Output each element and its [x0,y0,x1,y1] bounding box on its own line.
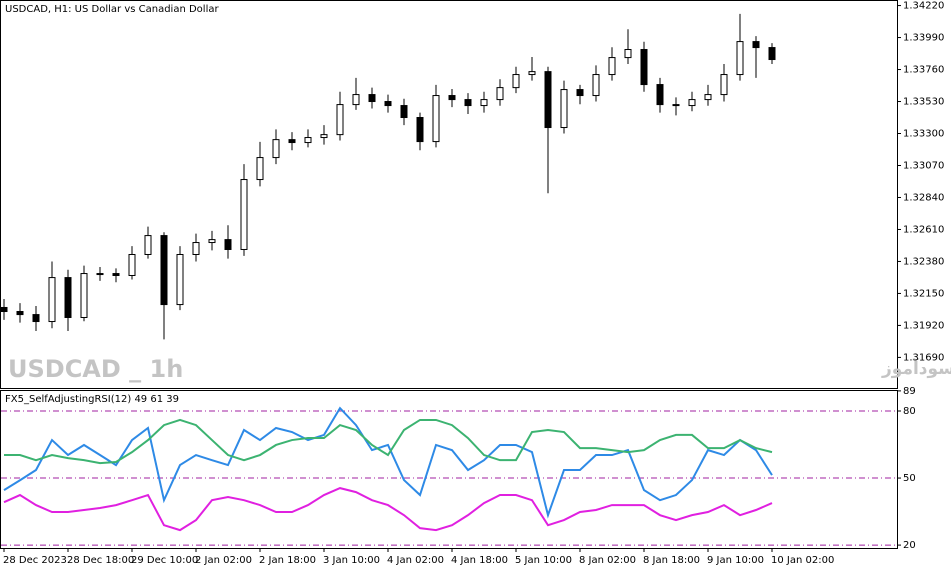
candle-body [592,74,600,97]
candle-body [64,277,72,318]
candle-body [16,311,24,316]
x-tick-label: 28 Dec 2023 [3,555,67,566]
candle-body [416,117,424,143]
candle-body [32,314,40,323]
y-tick-label: 1.32840 [903,192,944,203]
candle-body [272,139,280,159]
y-tick-label: 1.32380 [903,256,944,267]
x-tick-label: 2 Jan 02:00 [195,555,252,566]
candle-body [688,99,696,107]
candle-body [160,235,168,306]
candle-body [432,95,440,143]
x-tick-label: 5 Jan 10:00 [515,555,572,566]
candle-body [384,101,392,107]
y-tick-label: 80 [903,406,916,417]
y-tick-label: 1.33300 [903,129,944,140]
y-tick-label: 1.34220 [903,1,944,12]
indicator-line [4,418,773,465]
y-tick-label: 20 [903,540,916,551]
candle-body [768,47,776,61]
candle-body [400,105,408,119]
indicator-line [3,406,773,519]
x-tick-label: 9 Jan 10:00 [707,555,764,566]
candle-body [624,49,632,59]
candle-body [80,273,88,318]
x-tick-label: 28 Dec 18:00 [67,555,134,566]
candle-body [96,273,104,276]
candle-body [48,277,56,323]
candle-body [672,104,680,107]
candle-body [512,74,520,89]
candle-body [736,41,744,76]
x-tick-label: 8 Jan 02:00 [579,555,636,566]
candle-body [448,95,456,101]
x-tick-label: 8 Jan 18:00 [643,555,700,566]
candle-body [704,94,712,101]
chart-title: USDCAD, H1: US Dollar vs Canadian Dollar [5,4,219,15]
candle-body [144,235,152,255]
candle-body [0,306,8,313]
y-tick-label: 1.31920 [903,320,944,331]
y-tick-label: 50 [903,473,916,484]
candle-body [464,99,472,107]
y-tick-label: 1.33530 [903,97,944,108]
candle-body [528,71,536,76]
candle-body [640,49,648,86]
candle-body [352,94,360,106]
candle-body [320,134,328,139]
candle-body [112,273,120,276]
x-tick-label: 2 Jan 18:00 [259,555,316,566]
candle-body [176,253,184,306]
candle-body [576,89,584,97]
candle-body [720,74,728,96]
candle-body [224,239,232,250]
candle-body [480,99,488,107]
indicator-title: FX5_SelfAdjustingRSI(12) 49 61 39 [5,394,179,405]
y-tick-label: 1.33070 [903,160,944,171]
x-tick-label: 29 Dec 10:00 [131,555,198,566]
x-tick-label: 3 Jan 10:00 [323,555,380,566]
indicator-panel [0,390,898,549]
candle-body [192,242,200,255]
candle-body [336,104,344,136]
caption: انتشار در سایت سودآموز [881,357,951,379]
candle-body [752,41,760,49]
candle-body [304,137,312,144]
candle-body [656,84,664,106]
candle-body [496,87,504,101]
x-tick-label: 4 Jan 02:00 [387,555,444,566]
price-panel [0,0,898,389]
y-tick-label: 89 [903,386,916,397]
y-tick-label: 1.32610 [903,224,944,235]
candle-body [256,157,264,181]
candle-body [128,253,136,276]
x-tick-label: 4 Jan 18:00 [451,555,508,566]
candle-body [208,239,216,244]
y-tick-label: 1.33990 [903,33,944,44]
candle-body [544,71,552,129]
candle-body [288,139,296,144]
x-tick-label: 10 Jan 02:00 [771,555,834,566]
y-tick-label: 1.32150 [903,288,944,299]
candle-body [560,89,568,129]
watermark: USDCAD _ 1h [8,355,183,383]
indicator-line [3,487,773,532]
candle-body [608,57,616,76]
candle-body [240,179,248,250]
y-tick-label: 1.33760 [903,65,944,76]
candle-body [368,94,376,103]
y-tick-label: 1.31690 [903,352,944,363]
